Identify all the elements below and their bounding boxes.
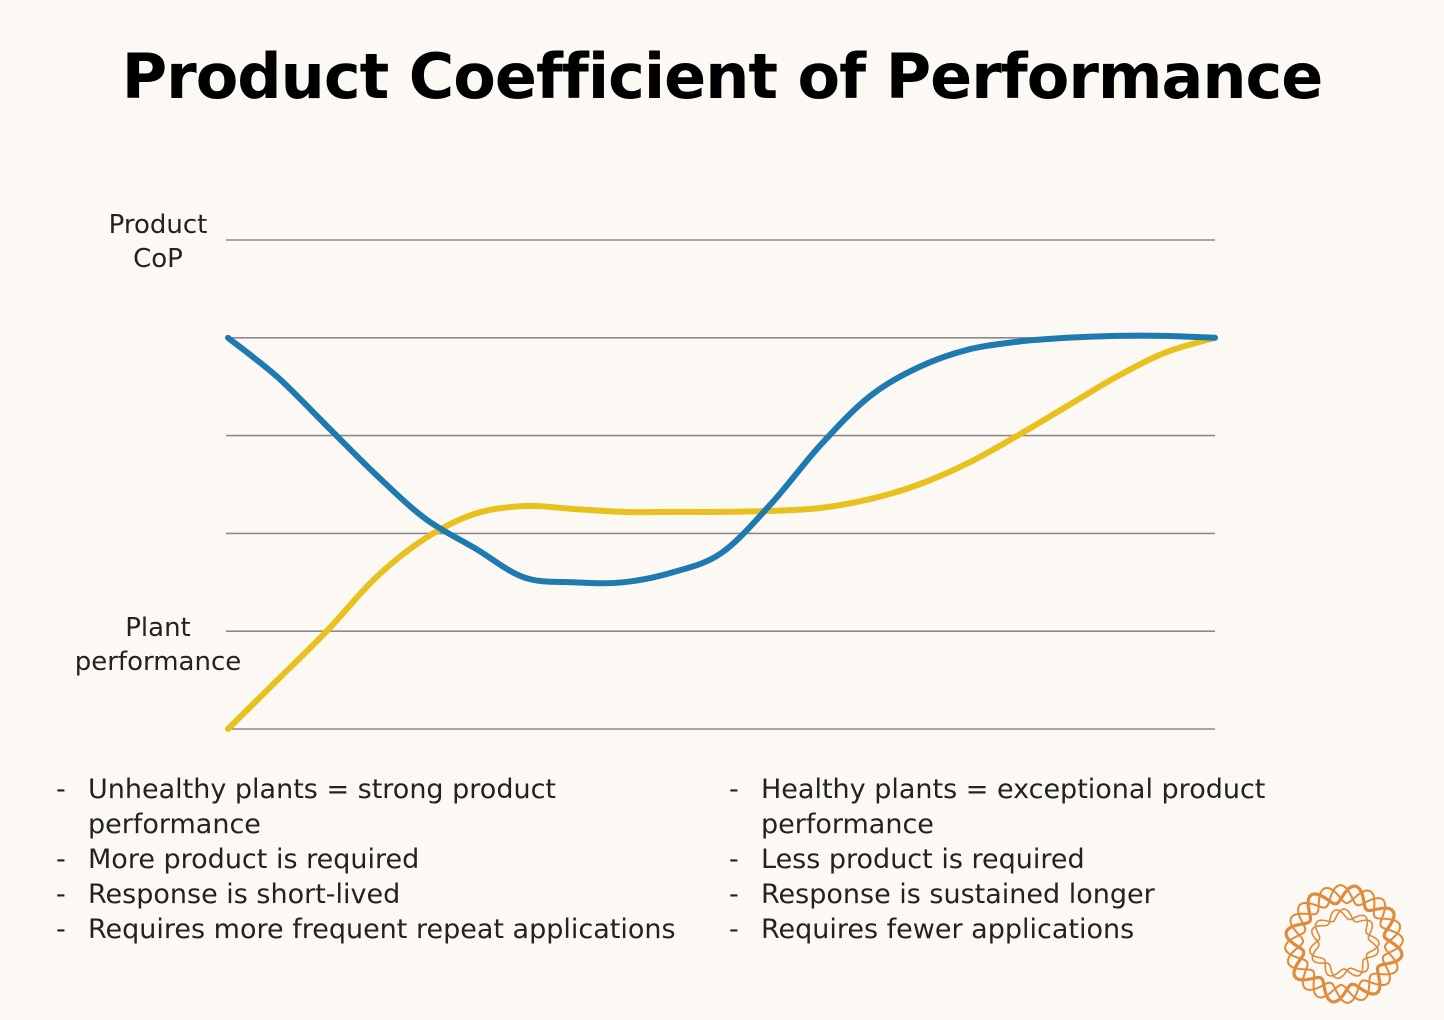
y-axis-bottom-label: Plant performance (74, 613, 242, 677)
logo-ring (1286, 886, 1402, 1002)
series-line-plant-performance (225, 334, 1218, 732)
note-item: Unhealthy plants = strong product perfor… (56, 772, 696, 842)
logo-inner-ring (1310, 909, 1380, 980)
notes-left-list: Unhealthy plants = strong product perfor… (56, 772, 696, 947)
chart-series (225, 332, 1218, 732)
note-item: Response is short-lived (56, 877, 696, 912)
logo-inner-ring (1308, 908, 1380, 977)
chart-grid (226, 239, 1215, 730)
logo-ring (1284, 884, 1404, 1004)
note-item: Response is sustained longer (729, 877, 1289, 912)
logo-ring (1284, 884, 1404, 1004)
flower-ring-logo-icon (1284, 884, 1404, 1004)
notes-right-list: Healthy plants = exceptional product per… (729, 772, 1289, 947)
note-item: Requires fewer applications (729, 912, 1289, 947)
page-title: Product Coefficient of Performance (121, 40, 1324, 113)
note-item: More product is required (56, 842, 696, 877)
y-axis-top-label: Product CoP (108, 210, 208, 274)
note-item: Healthy plants = exceptional product per… (729, 772, 1289, 842)
note-item: Less product is required (729, 842, 1289, 877)
series-line-product-cop (225, 332, 1218, 587)
note-item: Requires more frequent repeat applicatio… (56, 912, 696, 947)
